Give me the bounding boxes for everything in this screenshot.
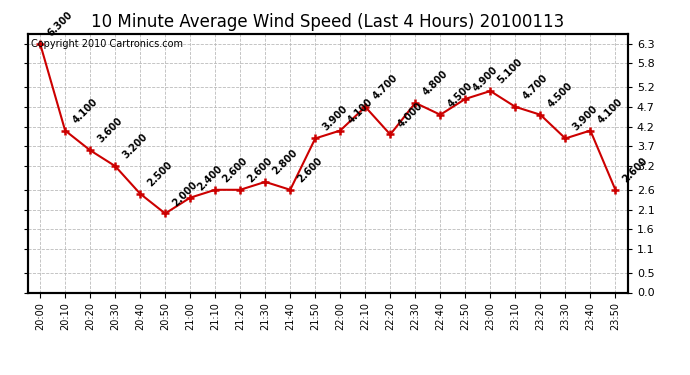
Text: 2.800: 2.800 [270,147,299,176]
Text: 4.100: 4.100 [70,96,99,125]
Text: 3.900: 3.900 [571,104,600,133]
Text: 3.200: 3.200 [121,132,150,160]
Text: 4.500: 4.500 [446,80,475,109]
Text: 5.100: 5.100 [496,57,524,86]
Text: 2.600: 2.600 [296,155,324,184]
Text: 2.600: 2.600 [221,155,250,184]
Text: 2.400: 2.400 [196,164,224,192]
Text: 3.600: 3.600 [96,116,124,145]
Text: 3.900: 3.900 [321,104,350,133]
Title: 10 Minute Average Wind Speed (Last 4 Hours) 20100113: 10 Minute Average Wind Speed (Last 4 Hou… [91,13,564,31]
Text: Copyright 2010 Cartronics.com: Copyright 2010 Cartronics.com [30,39,183,49]
Text: 4.500: 4.500 [546,80,575,109]
Text: 6.300: 6.300 [46,9,75,38]
Text: 4.900: 4.900 [471,64,500,93]
Text: 2.600: 2.600 [621,155,650,184]
Text: 4.100: 4.100 [346,96,375,125]
Text: 2.500: 2.500 [146,159,175,188]
Text: 2.000: 2.000 [170,179,199,208]
Text: 4.100: 4.100 [596,96,624,125]
Text: 4.700: 4.700 [371,72,400,101]
Text: 4.000: 4.000 [396,100,424,129]
Text: 4.700: 4.700 [521,72,550,101]
Text: 2.600: 2.600 [246,155,275,184]
Text: 4.800: 4.800 [421,68,450,98]
